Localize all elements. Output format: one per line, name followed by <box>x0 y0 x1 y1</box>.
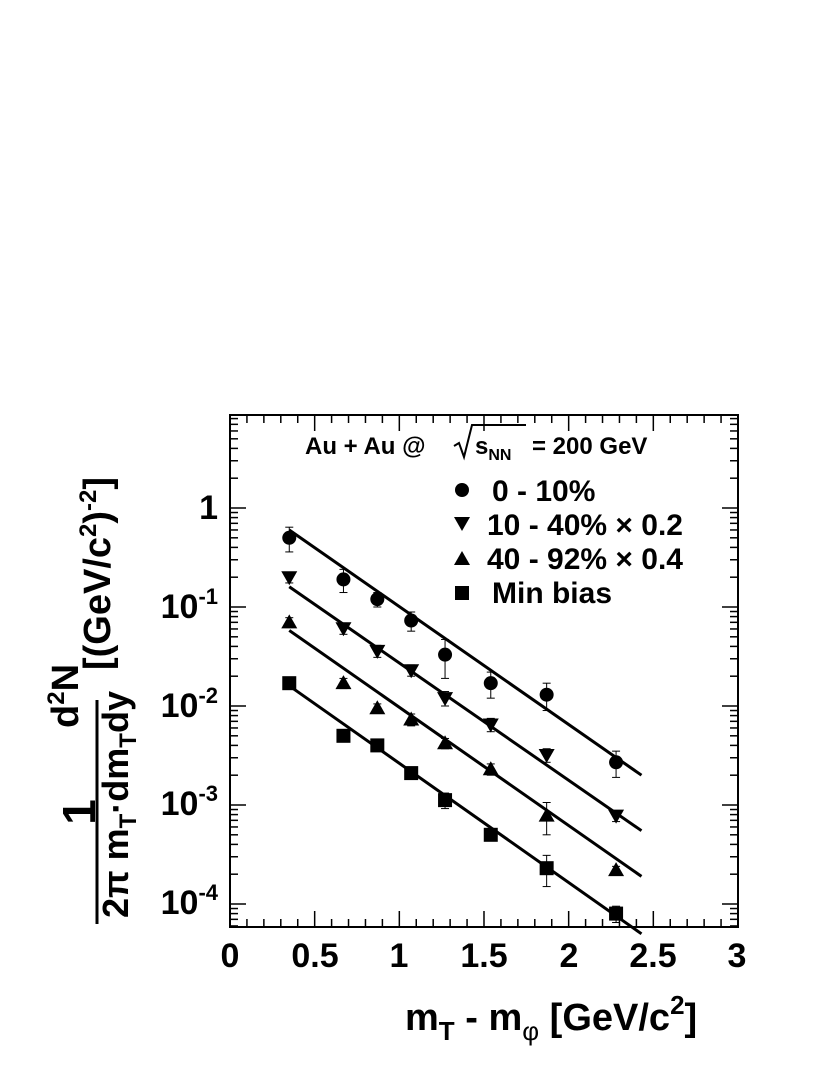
x-tick-label: 1 <box>390 937 409 975</box>
axis-ticks <box>229 415 739 927</box>
fit-line <box>288 629 643 878</box>
legend-label: 10 - 40% × 0.2 <box>487 509 683 542</box>
x-tick-label: 0 <box>221 937 240 975</box>
data-point-triangle-down <box>538 748 555 763</box>
data-point-triangle-down <box>437 692 454 707</box>
x-axis-label: mT - mφ [GeV/c2] <box>405 990 697 1046</box>
data-point-triangle-down <box>482 718 499 733</box>
data-point-triangle-up <box>538 807 555 822</box>
data-point-square <box>609 906 624 921</box>
data-point-square <box>438 793 453 808</box>
legend-marker-triangle-up <box>454 551 470 565</box>
annotation-sqrt-s: sNN <box>475 433 511 464</box>
data-point-triangle-down <box>369 644 386 659</box>
legend-marker-square <box>455 586 469 600</box>
x-tick-label: 2.5 <box>629 937 676 975</box>
data-point-circle <box>483 676 498 691</box>
x-tick-label: 1.5 <box>460 937 507 975</box>
annotation-prefix: Au + Au @ <box>305 433 426 460</box>
data-point-triangle-up <box>369 700 386 715</box>
annotation-suffix: = 200 GeV <box>532 433 647 460</box>
y-tick-labels: 1 10-1 10-2 10-3 10-4 <box>161 489 219 922</box>
y-tick-label: 1 <box>199 489 218 527</box>
y-tick-label: 10-1 <box>161 584 218 626</box>
data-point-triangle-up <box>437 735 454 750</box>
y-label-numerator: d2N <box>43 664 87 728</box>
data-point-square <box>370 738 385 753</box>
data-point-square <box>539 861 554 876</box>
data-point-triangle-down <box>608 809 625 824</box>
collision-annotation: Au + Au @ sNN = 200 GeV <box>305 424 647 464</box>
data-point-square <box>282 676 297 691</box>
data-point-triangle-up <box>482 761 499 776</box>
data-point-circle <box>404 613 419 628</box>
legend-label: Min bias <box>492 577 612 610</box>
legend-marker-circle <box>455 483 469 497</box>
data-point-triangle-up <box>281 614 298 629</box>
x-tick-label: 0.5 <box>291 937 338 975</box>
data-point-triangle-down <box>281 571 298 586</box>
data-point-triangle-up <box>403 711 420 726</box>
y-tick-label: 10-2 <box>161 683 218 725</box>
y-label-denominator: 2π mT·dmTdy <box>95 691 142 918</box>
data-point-square <box>483 827 498 842</box>
data-point-square <box>336 728 351 743</box>
data-point-triangle-down <box>335 622 352 637</box>
data-point-circle <box>539 687 554 702</box>
legend: 0 - 10% 10 - 40% × 0.2 40 - 92% × 0.4 Mi… <box>454 475 683 610</box>
data-point-circle <box>609 755 624 770</box>
data-point-square <box>404 766 419 781</box>
legend-marker-triangle-down <box>454 517 470 531</box>
legend-label: 40 - 92% × 0.4 <box>487 543 683 576</box>
data-point-circle <box>370 592 385 607</box>
data-point-triangle-down <box>403 664 420 679</box>
data-point-circle <box>336 572 351 587</box>
x-tick-label: 2 <box>560 937 579 975</box>
data-point-triangle-up <box>335 675 352 690</box>
data-points <box>281 526 625 924</box>
sqrt-sign-icon <box>453 424 526 461</box>
data-point-circle <box>438 647 453 662</box>
x-tick-label: 3 <box>728 937 747 975</box>
y-label-unit: [(GeV/c2)-2] <box>75 477 119 670</box>
plot-frame <box>229 414 739 928</box>
data-point-circle <box>282 530 297 545</box>
legend-label: 0 - 10% <box>492 475 595 508</box>
fit-lines <box>288 528 643 936</box>
y-tick-label: 10-4 <box>161 880 219 922</box>
fit-line <box>288 528 643 777</box>
fit-line <box>288 684 643 936</box>
x-tick-labels: 0 0.5 1 1.5 2 2.5 3 <box>221 937 747 975</box>
y-tick-label: 10-3 <box>161 781 218 823</box>
y-axis-label: 1 2π mT·dmTdy d2N [(GeV/c2)-2] <box>43 477 142 924</box>
data-point-triangle-up <box>608 862 625 877</box>
